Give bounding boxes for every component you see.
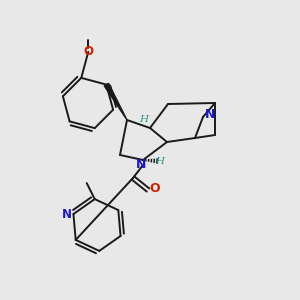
Text: N: N	[136, 158, 146, 172]
Text: N: N	[61, 208, 71, 220]
Text: O: O	[150, 182, 160, 196]
Text: O: O	[83, 45, 93, 58]
Text: N: N	[205, 109, 215, 122]
Text: H: H	[155, 158, 164, 166]
Polygon shape	[104, 83, 127, 120]
Text: H: H	[140, 116, 148, 124]
